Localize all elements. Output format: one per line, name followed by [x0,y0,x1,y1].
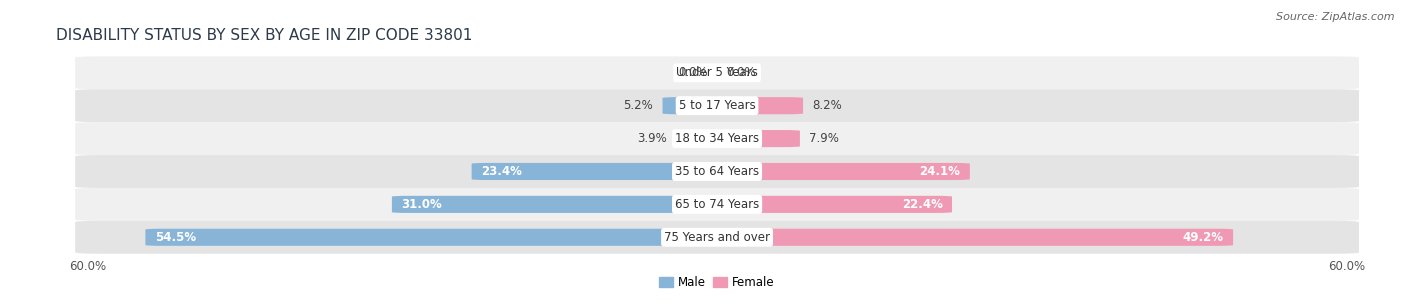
Legend: Male, Female: Male, Female [655,271,779,294]
FancyBboxPatch shape [676,130,717,147]
FancyBboxPatch shape [471,163,717,180]
Text: 54.5%: 54.5% [155,231,195,244]
FancyBboxPatch shape [75,188,1360,221]
FancyBboxPatch shape [392,196,717,213]
FancyBboxPatch shape [145,229,717,246]
FancyBboxPatch shape [717,130,800,147]
Text: 75 Years and over: 75 Years and over [664,231,770,244]
Text: 5 to 17 Years: 5 to 17 Years [679,99,755,112]
Text: 5.2%: 5.2% [623,99,652,112]
Text: 23.4%: 23.4% [481,165,522,178]
Text: 3.9%: 3.9% [637,132,666,145]
Text: 22.4%: 22.4% [901,198,942,211]
FancyBboxPatch shape [75,122,1360,155]
FancyBboxPatch shape [662,97,717,114]
Text: 0.0%: 0.0% [678,66,707,79]
Text: 31.0%: 31.0% [401,198,441,211]
Text: 8.2%: 8.2% [813,99,842,112]
Text: Under 5 Years: Under 5 Years [676,66,758,79]
Text: 7.9%: 7.9% [810,132,839,145]
FancyBboxPatch shape [75,89,1360,122]
Text: 18 to 34 Years: 18 to 34 Years [675,132,759,145]
FancyBboxPatch shape [717,163,970,180]
Text: 0.0%: 0.0% [727,66,756,79]
Text: Source: ZipAtlas.com: Source: ZipAtlas.com [1277,12,1395,22]
Text: 49.2%: 49.2% [1182,231,1223,244]
Text: 65 to 74 Years: 65 to 74 Years [675,198,759,211]
Text: DISABILITY STATUS BY SEX BY AGE IN ZIP CODE 33801: DISABILITY STATUS BY SEX BY AGE IN ZIP C… [56,28,472,43]
FancyBboxPatch shape [75,221,1360,254]
Text: 24.1%: 24.1% [920,165,960,178]
FancyBboxPatch shape [717,229,1233,246]
FancyBboxPatch shape [75,155,1360,188]
Text: 35 to 64 Years: 35 to 64 Years [675,165,759,178]
FancyBboxPatch shape [717,196,952,213]
FancyBboxPatch shape [75,56,1360,89]
FancyBboxPatch shape [717,97,803,114]
